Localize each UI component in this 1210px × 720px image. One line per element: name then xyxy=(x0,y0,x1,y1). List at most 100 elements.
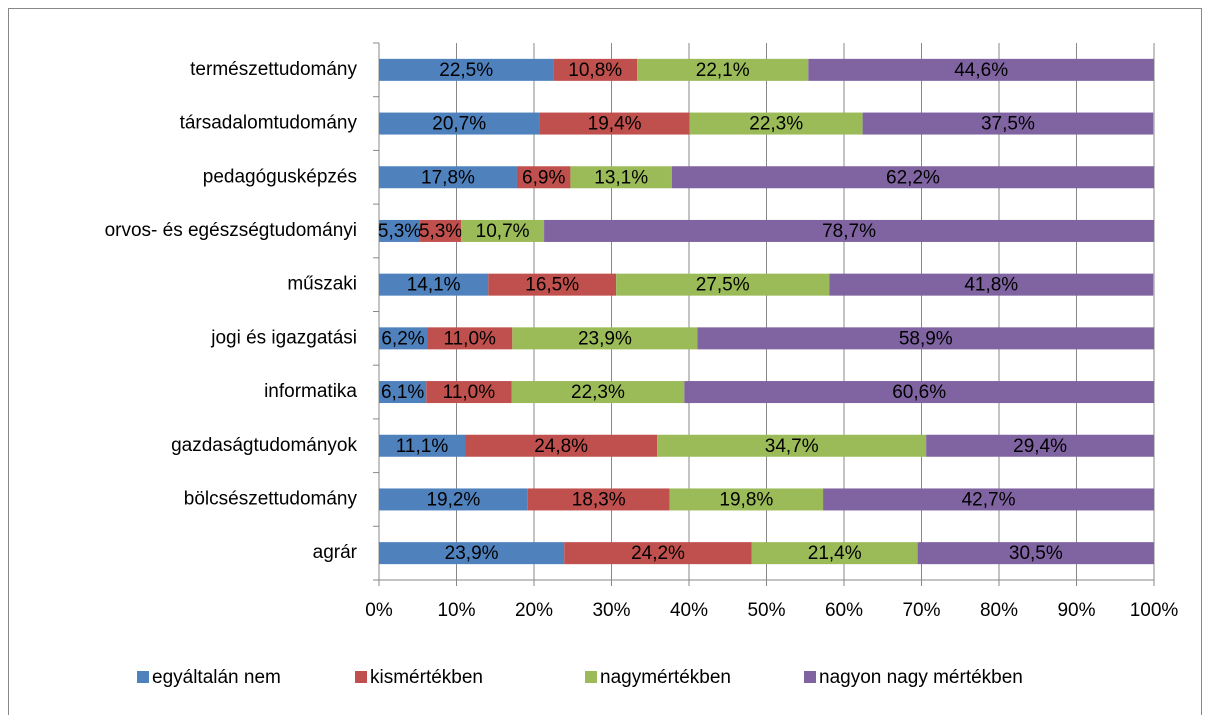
legend-swatch xyxy=(585,671,597,683)
data-label: 22,5% xyxy=(439,60,493,81)
data-label: 34,7% xyxy=(765,436,819,457)
bar-segment xyxy=(379,488,528,511)
data-label: 6,1% xyxy=(381,382,424,403)
bar-segment xyxy=(570,166,672,189)
x-tick-label: 30% xyxy=(592,600,630,621)
bar-segment xyxy=(427,327,513,350)
data-label: 14,1% xyxy=(407,275,461,296)
x-tick-label: 10% xyxy=(437,600,475,621)
data-label: 10,8% xyxy=(568,60,622,81)
y-tick-label: gazdaságtudományok xyxy=(171,435,357,456)
data-label: 19,4% xyxy=(588,114,642,135)
bar-segment xyxy=(379,219,421,242)
x-tick-label: 100% xyxy=(1130,600,1179,621)
data-label: 30,5% xyxy=(1009,543,1063,564)
bar-segment xyxy=(379,434,466,457)
data-label: 11,0% xyxy=(443,328,496,349)
bar-segment xyxy=(669,488,824,511)
bar-segment xyxy=(465,434,658,457)
data-label: 22,3% xyxy=(749,114,803,135)
bar-segment xyxy=(511,381,685,404)
data-label: 24,8% xyxy=(534,436,588,457)
data-label: 16,5% xyxy=(525,275,579,296)
data-label: 10,7% xyxy=(476,221,530,242)
data-label: 22,3% xyxy=(571,382,625,403)
bar-segment xyxy=(379,112,540,135)
bar-segment xyxy=(657,434,927,457)
legend-label: egyáltalán nem xyxy=(152,667,281,688)
x-tick-label: 20% xyxy=(515,600,553,621)
data-label: 24,2% xyxy=(631,543,685,564)
data-label: 37,5% xyxy=(981,114,1035,135)
legend-swatch xyxy=(355,671,367,683)
data-label: 13,1% xyxy=(594,167,648,188)
data-label: 19,8% xyxy=(719,489,773,510)
data-label: 44,6% xyxy=(954,60,1008,81)
y-tick-label: társadalomtudomány xyxy=(180,113,358,134)
bar-segment xyxy=(926,434,1154,457)
bar-segment xyxy=(461,219,545,242)
bar-segment xyxy=(420,219,462,242)
data-label: 22,1% xyxy=(696,60,750,81)
legend-swatch xyxy=(137,671,149,683)
data-label: 6,2% xyxy=(381,328,424,349)
data-label: 18,3% xyxy=(572,489,626,510)
bar-segment xyxy=(862,112,1154,135)
x-tick-label: 60% xyxy=(825,600,863,621)
bar-segment xyxy=(917,542,1154,565)
y-tick-label: jogi és igazgatási xyxy=(210,327,357,348)
bar-segment xyxy=(823,488,1154,511)
bar-segment xyxy=(564,542,752,565)
data-label: 11,0% xyxy=(443,382,496,403)
data-label: 78,7% xyxy=(822,221,876,242)
y-tick-label: műszaki xyxy=(287,274,357,295)
x-tick-label: 70% xyxy=(902,600,940,621)
y-tick-label: természettudomány xyxy=(190,59,357,80)
data-label: 17,8% xyxy=(421,167,475,188)
y-tick-label: agrár xyxy=(313,542,358,563)
y-tick-label: pedagógusképzés xyxy=(203,166,357,187)
data-label: 11,1% xyxy=(396,436,449,457)
y-tick-label: orvos- és egészségtudományi xyxy=(105,220,357,241)
data-label: 23,9% xyxy=(578,328,632,349)
bar-segment xyxy=(379,542,565,565)
bar-segment xyxy=(553,58,638,81)
data-label: 6,9% xyxy=(522,167,565,188)
legend-label: kismértékben xyxy=(370,667,483,688)
data-label: 42,7% xyxy=(962,489,1016,510)
legend-label: nagymértékben xyxy=(600,667,731,688)
data-label: 23,9% xyxy=(445,543,499,564)
bar-segment xyxy=(544,219,1154,242)
x-tick-label: 40% xyxy=(670,600,708,621)
data-label: 20,7% xyxy=(432,114,486,135)
bar-segment xyxy=(516,166,571,189)
bar-segment xyxy=(697,327,1154,350)
bar-segment xyxy=(637,58,809,81)
data-label: 62,2% xyxy=(886,167,940,188)
data-label: 41,8% xyxy=(964,275,1018,296)
bar-segment xyxy=(527,488,670,511)
y-tick-label: bölcsészettudomány xyxy=(184,488,358,509)
data-label: 5,3% xyxy=(378,221,421,242)
bar-segment xyxy=(539,112,690,135)
bar-segment xyxy=(829,273,1154,296)
data-label: 19,2% xyxy=(426,489,480,510)
bar-segment xyxy=(512,327,698,350)
data-label: 60,6% xyxy=(892,382,946,403)
legend-swatch xyxy=(804,671,816,683)
bar-segment xyxy=(684,381,1154,404)
bar-segment xyxy=(488,273,617,296)
x-tick-label: 90% xyxy=(1057,600,1095,621)
bar-segment xyxy=(379,327,428,350)
data-label: 27,5% xyxy=(696,275,750,296)
x-tick-label: 50% xyxy=(747,600,785,621)
bar-segment xyxy=(379,273,489,296)
legend-label: nagyon nagy mértékben xyxy=(819,667,1023,688)
bar-segment xyxy=(808,58,1154,81)
bar-segment xyxy=(379,381,427,404)
data-label: 5,3% xyxy=(419,221,462,242)
data-label: 29,4% xyxy=(1013,436,1067,457)
bar-segment xyxy=(671,166,1154,189)
bar-segment xyxy=(426,381,512,404)
